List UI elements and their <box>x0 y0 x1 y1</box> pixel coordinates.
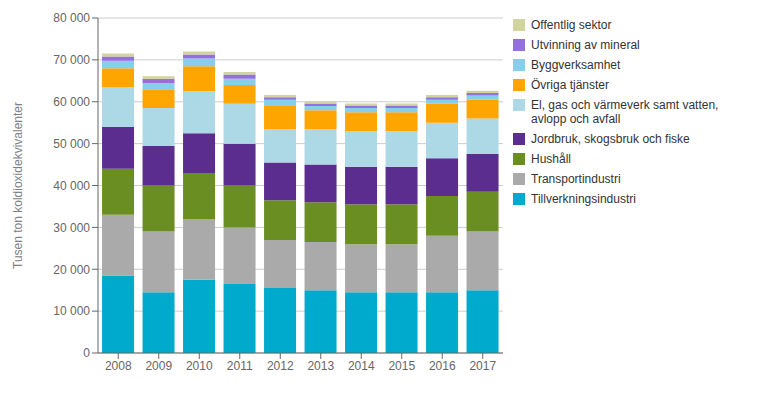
html-text:Övriga tjänster: Övriga tjänster <box>531 78 609 92</box>
svg-text:20 000: 20 000 <box>53 263 90 277</box>
html-text:Tillverkningsindustri: Tillverkningsindustri <box>531 192 636 206</box>
svg-text:60 000: 60 000 <box>53 95 90 109</box>
svg-text:2010: 2010 <box>186 359 213 373</box>
svg-text:30 000: 30 000 <box>53 221 90 235</box>
svg-text:50 000: 50 000 <box>53 137 90 151</box>
svg-text:0: 0 <box>83 346 90 360</box>
html-text:Byggverksamhet: Byggverksamhet <box>531 58 621 72</box>
svg-text:2015: 2015 <box>388 359 415 373</box>
svg-text:40 000: 40 000 <box>53 179 90 193</box>
svg-text:2009: 2009 <box>145 359 172 373</box>
html-text:Utvinning av mineral: Utvinning av mineral <box>531 38 640 52</box>
svg-text:2014: 2014 <box>348 359 375 373</box>
svg-text:2017: 2017 <box>469 359 496 373</box>
svg-text:Tusen ton koldioxidekvivalente: Tusen ton koldioxidekvivalenter <box>11 102 25 269</box>
svg-text:80 000: 80 000 <box>53 11 90 25</box>
svg-text:2012: 2012 <box>267 359 294 373</box>
svg-text:2011: 2011 <box>227 359 253 373</box>
html-text:Offentlig sektor: Offentlig sektor <box>531 18 612 32</box>
svg-text:10 000: 10 000 <box>53 304 90 318</box>
svg-text:2013: 2013 <box>307 359 334 373</box>
svg-text:2008: 2008 <box>105 359 132 373</box>
html-text:El, gas och värmeverk samt vat: El, gas och värmeverk samt vatten, avlop… <box>531 98 719 126</box>
html-text:Hushåll: Hushåll <box>531 152 571 166</box>
html-text:Transportindustri: Transportindustri <box>531 172 621 186</box>
html-text:Jordbruk, skogsbruk och fiske: Jordbruk, skogsbruk och fiske <box>531 132 690 146</box>
svg-text:70 000: 70 000 <box>53 53 90 67</box>
svg-text:2016: 2016 <box>429 359 456 373</box>
